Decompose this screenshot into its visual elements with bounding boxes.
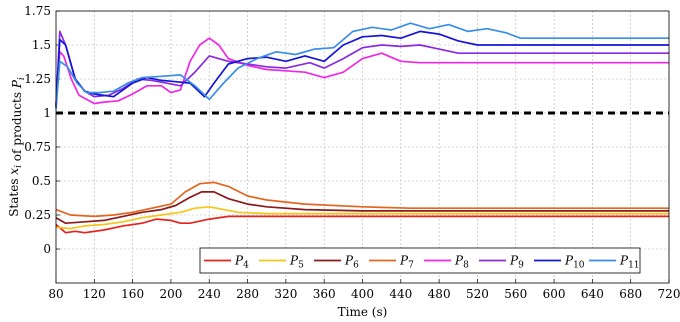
series-line-p7 [55, 181, 669, 218]
y-tick-label: 0.5 [32, 174, 51, 188]
y-tick-labels: 0 0.25 0.5 0.75 1 1.25 1.5 1.75 [24, 4, 51, 256]
series-line-p11 [55, 22, 669, 109]
x-tick-label: 280 [236, 287, 259, 301]
y-tick-label: 0.25 [24, 208, 51, 222]
series-group [55, 22, 669, 234]
x-tick-label: 440 [389, 287, 412, 301]
x-tick-label: 360 [313, 287, 336, 301]
x-tick-label: 400 [351, 287, 374, 301]
x-tick-label: 680 [619, 287, 642, 301]
legend-label: P5 [289, 254, 304, 271]
y-tick-label: 1.75 [24, 4, 51, 18]
x-tick-label: 200 [159, 287, 182, 301]
legend-label: P6 [344, 254, 359, 271]
y-tick-label: 0 [43, 242, 51, 256]
legend-label: P9 [509, 254, 524, 271]
plot-frame [55, 10, 670, 284]
x-tick-label: 240 [198, 287, 221, 301]
y-tick-label: 1 [43, 106, 51, 120]
x-tick-label: 720 [658, 287, 680, 301]
x-tick-label: 640 [581, 287, 604, 301]
series-line-p9 [55, 30, 669, 107]
x-tick-label: 480 [428, 287, 451, 301]
legend: P4 P5 P6 P7 P8 P9 P10 P11 [199, 247, 641, 274]
x-tick-label: 520 [466, 287, 489, 301]
series-line-p6 [55, 191, 669, 225]
x-tick-label: 120 [83, 287, 106, 301]
legend-label: P8 [454, 254, 469, 271]
x-tick-label: 320 [274, 287, 297, 301]
series-line-p5 [55, 205, 669, 230]
x-tick-label: 160 [121, 287, 144, 301]
legend-label: P4 [234, 254, 249, 271]
series-line-p8 [55, 37, 669, 105]
y-tick-label: 1.5 [32, 38, 51, 52]
y-tick-label: 1.25 [24, 72, 51, 86]
legend-label: P10 [564, 254, 585, 271]
x-tick-label: 560 [504, 287, 527, 301]
series-line-p4 [55, 215, 669, 234]
x-tick-labels: 80 120 160 200 240 280 320 360 400 440 480 520 560 60… [48, 287, 680, 301]
y-axis-label: States xi of products Pi [7, 77, 27, 217]
x-tick-label: 600 [543, 287, 566, 301]
y-tick-label: 0.75 [24, 140, 51, 154]
x-tick-label: 80 [48, 287, 63, 301]
legend-label: P11 [619, 254, 640, 271]
legend-label: P7 [399, 254, 414, 271]
x-axis-label: Time (s) [338, 305, 388, 319]
